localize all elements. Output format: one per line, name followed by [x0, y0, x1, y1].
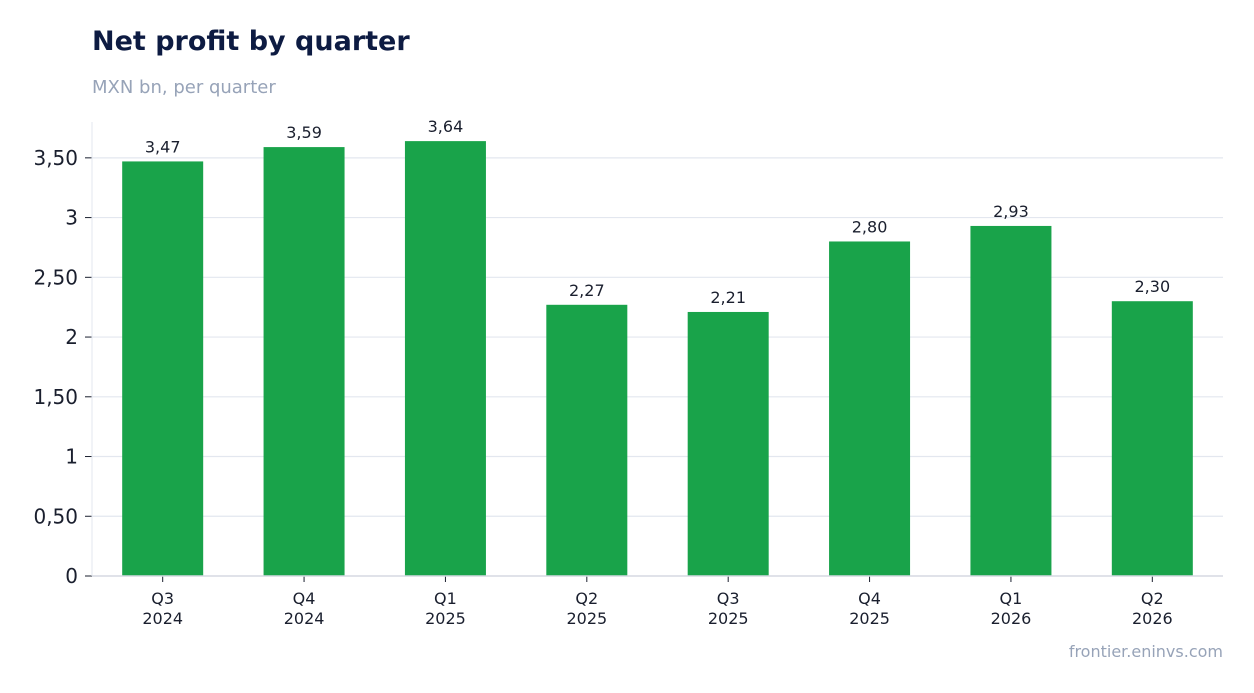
- y-tick-label: 2,50: [33, 265, 78, 289]
- y-tick-label: 1: [65, 445, 78, 469]
- bar: [263, 147, 345, 576]
- y-tick-label: 3,50: [33, 146, 78, 170]
- bar: [546, 304, 628, 576]
- y-tick-label: 3: [65, 206, 78, 230]
- x-tick-label: Q2 2025: [566, 589, 607, 628]
- source-credit: frontier.eninvs.com: [1068, 642, 1223, 661]
- bar-value-label: 3,47: [145, 137, 181, 156]
- bar: [970, 225, 1052, 576]
- x-tick-label: Q2 2026: [1132, 589, 1173, 628]
- y-tick-label: 2: [65, 325, 78, 349]
- chart-subtitle: MXN bn, per quarter: [92, 77, 276, 98]
- bar-value-label: 2,80: [852, 217, 888, 236]
- bar-value-label: 2,93: [993, 202, 1029, 221]
- bar-value-label: 2,27: [569, 281, 605, 300]
- bar: [687, 311, 769, 576]
- y-tick-label: 0: [65, 564, 78, 588]
- x-tick-label: Q3 2024: [142, 589, 183, 628]
- bar-value-label: 2,30: [1135, 277, 1171, 296]
- x-tick-label: Q1 2026: [991, 589, 1032, 628]
- bar: [122, 161, 204, 576]
- bar: [1111, 301, 1193, 576]
- bar-value-label: 3,64: [428, 117, 464, 136]
- y-tick-label: 0,50: [33, 504, 78, 528]
- y-tick-label: 1,50: [33, 385, 78, 409]
- bar: [829, 241, 911, 576]
- bar-value-label: 2,21: [710, 288, 746, 307]
- x-tick-label: Q3 2025: [708, 589, 749, 628]
- x-tick-label: Q4 2024: [284, 589, 325, 628]
- x-tick-label: Q1 2025: [425, 589, 466, 628]
- bar: [404, 141, 486, 576]
- chart-title: Net profit by quarter: [92, 26, 410, 57]
- bar-value-label: 3,59: [286, 123, 322, 142]
- x-tick-label: Q4 2025: [849, 589, 890, 628]
